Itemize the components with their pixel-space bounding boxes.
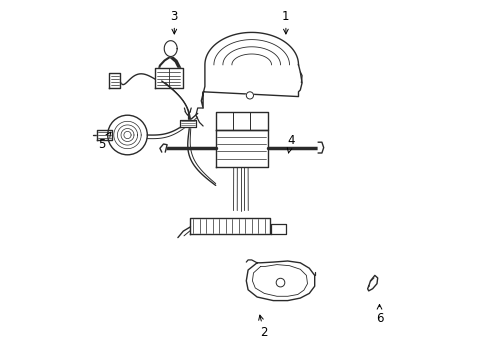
Polygon shape: [97, 130, 112, 140]
Circle shape: [246, 92, 253, 99]
Text: 4: 4: [286, 134, 294, 153]
Text: 5: 5: [99, 132, 110, 150]
Polygon shape: [201, 32, 302, 108]
Circle shape: [107, 115, 147, 155]
Polygon shape: [215, 112, 267, 130]
Polygon shape: [109, 73, 120, 88]
Polygon shape: [246, 261, 314, 301]
Polygon shape: [155, 68, 182, 88]
Polygon shape: [179, 120, 196, 127]
Polygon shape: [367, 275, 377, 291]
Polygon shape: [318, 142, 323, 153]
Polygon shape: [160, 144, 167, 152]
Text: 1: 1: [282, 10, 289, 34]
Polygon shape: [271, 224, 285, 234]
Text: 2: 2: [258, 315, 267, 339]
Polygon shape: [190, 218, 269, 234]
Polygon shape: [164, 41, 177, 57]
Circle shape: [276, 278, 284, 287]
Text: 3: 3: [170, 10, 178, 34]
Text: 6: 6: [375, 305, 383, 325]
Polygon shape: [215, 130, 267, 167]
